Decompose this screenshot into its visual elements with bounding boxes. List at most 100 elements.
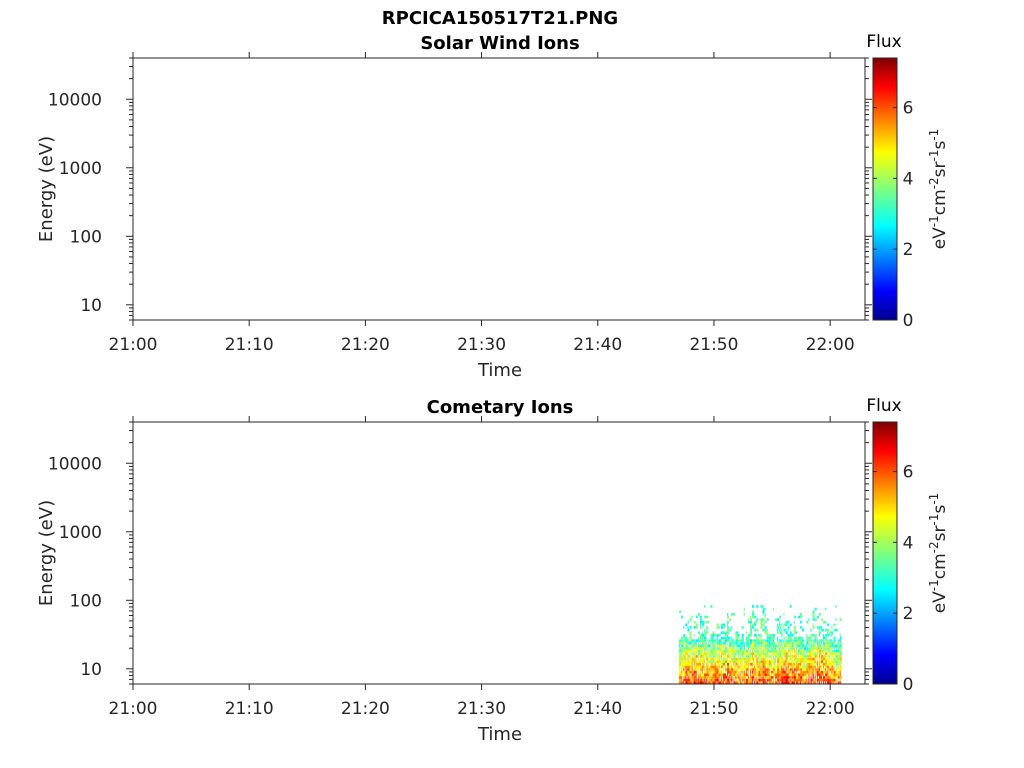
spectrogram-cell <box>706 655 708 658</box>
spectrogram-cell <box>714 662 716 666</box>
spectrogram-cell <box>716 665 719 669</box>
spectrogram-cell <box>793 655 796 658</box>
spectrogram-cell <box>691 660 694 663</box>
spectrogram-cell <box>722 673 725 677</box>
spectrogram-cell <box>679 641 682 645</box>
spectrogram-cell <box>710 649 713 653</box>
spectrogram-cell <box>714 639 717 642</box>
spectrogram-cell <box>718 641 721 645</box>
spectrogram-cell <box>822 636 826 640</box>
spectrogram-cell <box>752 641 755 645</box>
spectrogram-cell <box>762 662 765 666</box>
spectrogram-cell <box>752 610 755 614</box>
spectrogram-cell <box>818 681 820 684</box>
spectrogram-cell <box>733 647 735 650</box>
spectrogram-cell <box>812 639 815 642</box>
spectrogram-cell <box>697 670 700 674</box>
spectrogram-cell <box>812 670 814 674</box>
colorbar-title: Flux <box>866 32 901 52</box>
spectrogram-cell <box>772 660 776 663</box>
spectrogram-cell <box>795 673 798 677</box>
plot-area <box>132 421 866 685</box>
spectrogram-cell <box>810 636 812 640</box>
spectrogram-cell <box>704 647 707 650</box>
spectrogram-cell <box>689 668 692 671</box>
spectrogram-cell <box>695 652 697 656</box>
spectrogram-cell <box>697 641 700 645</box>
spectrogram-cell <box>747 665 750 669</box>
spectrogram-cell <box>720 662 723 666</box>
spectrogram-cell <box>835 681 837 684</box>
spectrogram-cell <box>785 678 788 682</box>
spectrogram-cell <box>831 673 834 677</box>
spectrogram-cell <box>741 676 744 679</box>
spectrogram-cell <box>739 652 742 656</box>
spectrogram-cell <box>779 678 782 682</box>
spectrogram-cell <box>735 636 738 640</box>
spectrogram-cell <box>704 662 706 666</box>
spectrogram-cell <box>766 668 769 671</box>
spectrogram-cell <box>685 647 688 650</box>
spectrogram-cell <box>727 636 730 640</box>
spectrogram-cell <box>737 636 739 640</box>
spectrogram-cell <box>762 668 765 671</box>
spectrogram-cell <box>747 618 750 621</box>
spectrogram-cell <box>752 665 755 669</box>
spectrogram-cell <box>820 662 823 666</box>
spectrogram-cell <box>756 662 759 666</box>
spectrogram-cell <box>704 665 706 669</box>
spectrogram-cell <box>706 631 709 635</box>
spectrogram-cell <box>802 644 805 648</box>
spectrogram-cell <box>816 662 818 666</box>
spectrogram-cell <box>720 673 723 677</box>
spectrogram-cell <box>802 652 805 656</box>
spectrogram-cell <box>768 655 771 658</box>
spectrogram-cell <box>695 665 698 669</box>
spectrogram-cell <box>766 652 768 656</box>
spectrogram-cell <box>699 678 703 682</box>
spectrogram-cell <box>706 644 709 648</box>
spectrogram-cell <box>835 652 837 656</box>
spectrogram-cell <box>810 662 813 666</box>
spectrogram-cell <box>783 628 786 632</box>
spectrogram-cell <box>727 652 730 656</box>
spectrogram-cell <box>710 655 712 658</box>
spectrogram-cell <box>706 662 708 666</box>
spectrogram-cell <box>829 631 832 635</box>
spectrogram-cell <box>766 657 768 661</box>
spectrogram-cell <box>733 657 736 661</box>
spectrogram-cell <box>743 652 746 656</box>
spectrogram-cell <box>833 652 836 656</box>
spectrogram-cell <box>760 665 762 669</box>
spectrogram-cell <box>685 623 688 627</box>
spectrogram-cell <box>772 647 776 650</box>
spectrogram-cell <box>750 647 753 650</box>
spectrogram-cell <box>760 626 763 629</box>
spectrogram-cell <box>714 681 716 684</box>
spectrogram-cell <box>689 626 692 629</box>
spectrogram-cell <box>758 678 761 682</box>
spectrogram-cell <box>770 681 773 684</box>
spectrogram-cell <box>733 662 735 666</box>
spectrogram-cell <box>808 636 811 640</box>
spectrogram-cell <box>756 647 758 650</box>
spectrogram-cell <box>835 660 838 663</box>
spectrogram-cell <box>756 641 759 645</box>
spectrogram-cell <box>714 676 717 679</box>
spectrogram-cell <box>789 639 792 642</box>
spectrogram-cell <box>695 623 698 627</box>
spectrogram-cell <box>833 665 835 669</box>
spectrogram-cell <box>687 657 689 661</box>
spectrogram-cell <box>737 665 740 669</box>
spectrogram-cell <box>812 678 814 682</box>
spectrogram-cell <box>822 655 826 658</box>
spectrogram-cell <box>735 678 737 682</box>
spectrogram-cell <box>697 668 700 671</box>
spectrogram-cell <box>747 636 751 640</box>
spectrogram-cell <box>802 673 805 677</box>
spectrogram-cell <box>783 665 785 669</box>
spectrogram-cell <box>762 639 764 642</box>
spectrogram-cell <box>766 636 769 640</box>
spectrogram-cell <box>739 660 742 663</box>
spectrogram-cell <box>702 634 705 637</box>
